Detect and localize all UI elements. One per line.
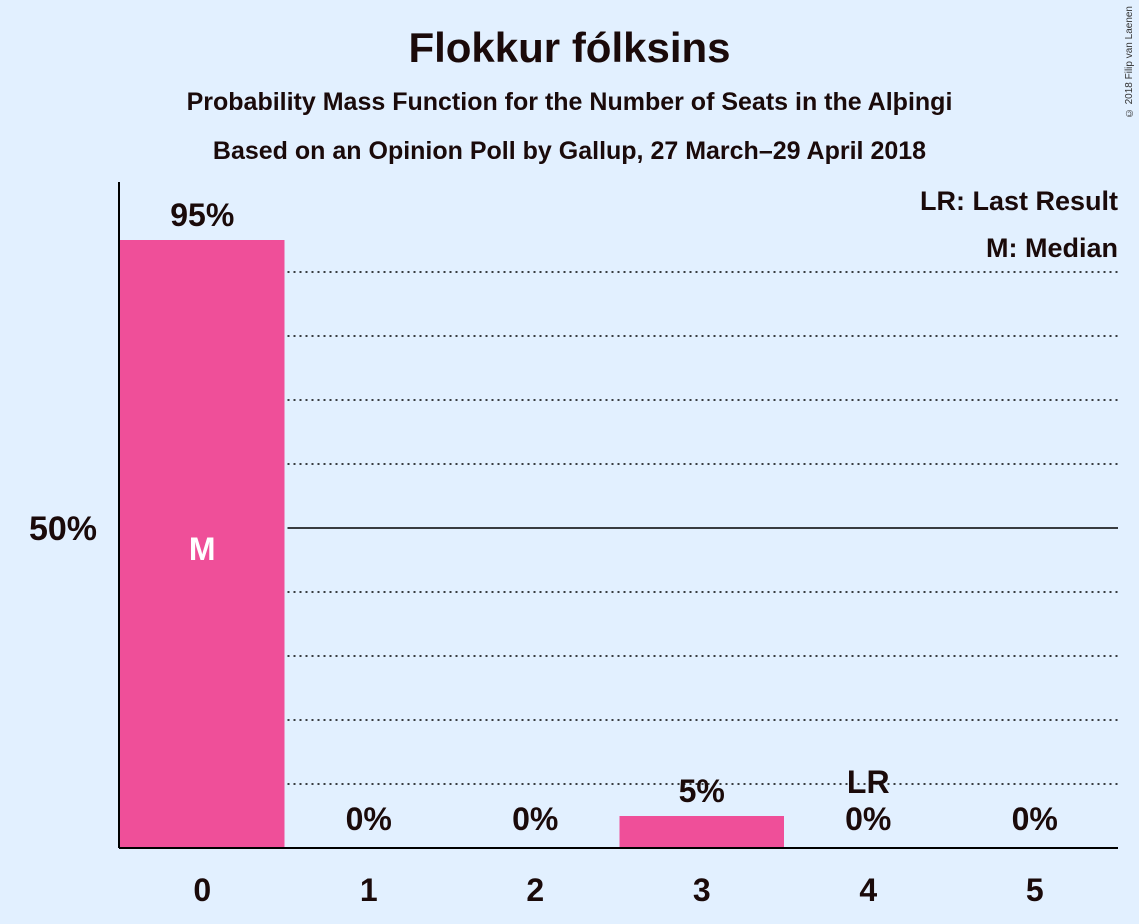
x-tick-label: 1 — [360, 872, 378, 908]
data-label: 0% — [1012, 801, 1058, 837]
bar — [120, 240, 285, 848]
y-tick-label: 50% — [29, 510, 97, 548]
x-tick-label: 5 — [1026, 872, 1044, 908]
x-tick-label: 4 — [859, 872, 877, 908]
data-label: 0% — [512, 801, 558, 837]
last-result-marker: LR — [847, 764, 890, 800]
x-tick-label: 0 — [193, 872, 211, 908]
chart-subtitle-poll: Based on an Opinion Poll by Gallup, 27 M… — [212, 137, 927, 165]
chart-subtitle: Probability Mass Function for the Number… — [186, 88, 953, 116]
legend-entry: LR: Last Result — [920, 186, 1118, 216]
data-label: 0% — [346, 801, 392, 837]
data-label: 5% — [679, 773, 725, 809]
x-tick-label: 2 — [526, 872, 544, 908]
chart-title: Flokkur fólksins — [408, 24, 731, 71]
median-marker: M — [189, 531, 216, 567]
bar — [619, 816, 784, 848]
legend-entry: M: Median — [986, 233, 1118, 263]
x-tick-label: 3 — [693, 872, 711, 908]
data-label: 0% — [845, 801, 891, 837]
data-label: 95% — [170, 197, 234, 233]
